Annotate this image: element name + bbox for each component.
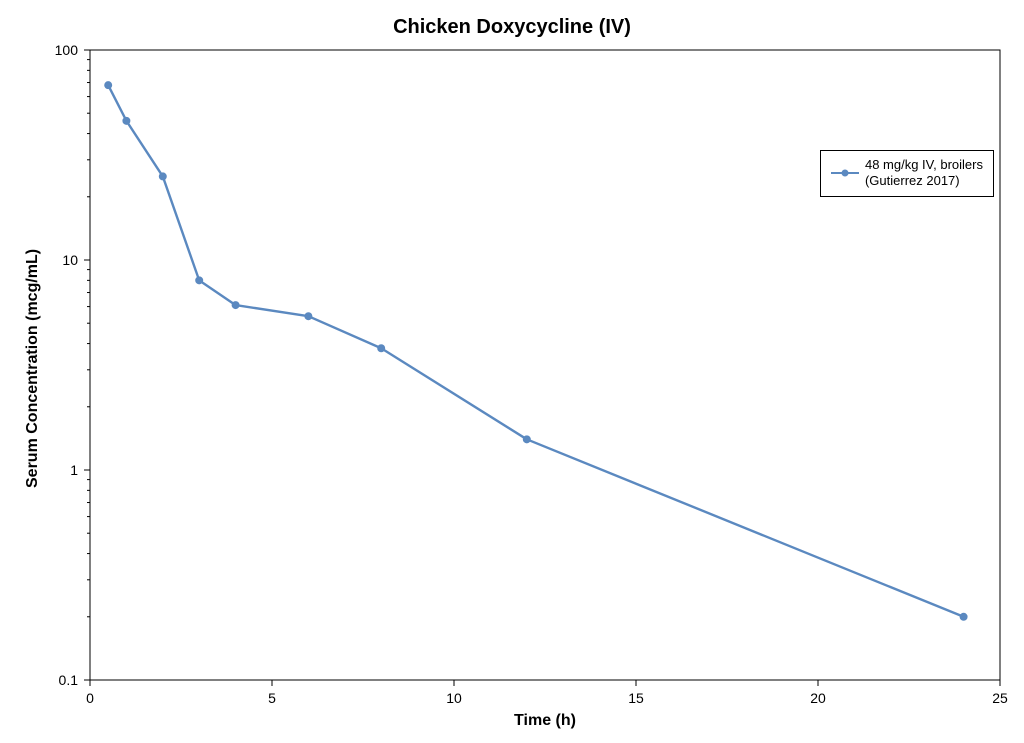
- series-marker: [378, 345, 385, 352]
- y-tick-label: 1: [44, 462, 78, 478]
- series-marker: [960, 613, 967, 620]
- x-tick-label: 5: [268, 690, 276, 706]
- legend-swatch: [831, 172, 859, 174]
- legend-marker-icon: [841, 170, 848, 177]
- x-tick-label: 20: [810, 690, 826, 706]
- y-tick-label: 0.1: [44, 672, 78, 688]
- y-tick-label: 10: [44, 252, 78, 268]
- chart-svg: [0, 0, 1024, 743]
- series-marker: [232, 302, 239, 309]
- series-marker: [196, 277, 203, 284]
- series-marker: [123, 117, 130, 124]
- x-tick-label: 25: [992, 690, 1008, 706]
- chart-container: Chicken Doxycycline (IV) Serum Concentra…: [0, 0, 1024, 743]
- legend-label: 48 mg/kg IV, broilers (Gutierrez 2017): [865, 157, 983, 190]
- y-tick-label: 100: [44, 42, 78, 58]
- series-marker: [523, 436, 530, 443]
- x-tick-label: 10: [446, 690, 462, 706]
- series-marker: [305, 313, 312, 320]
- chart-legend: 48 mg/kg IV, broilers (Gutierrez 2017): [820, 150, 994, 197]
- series-marker: [159, 173, 166, 180]
- x-tick-label: 0: [86, 690, 94, 706]
- series-marker: [105, 82, 112, 89]
- x-tick-label: 15: [628, 690, 644, 706]
